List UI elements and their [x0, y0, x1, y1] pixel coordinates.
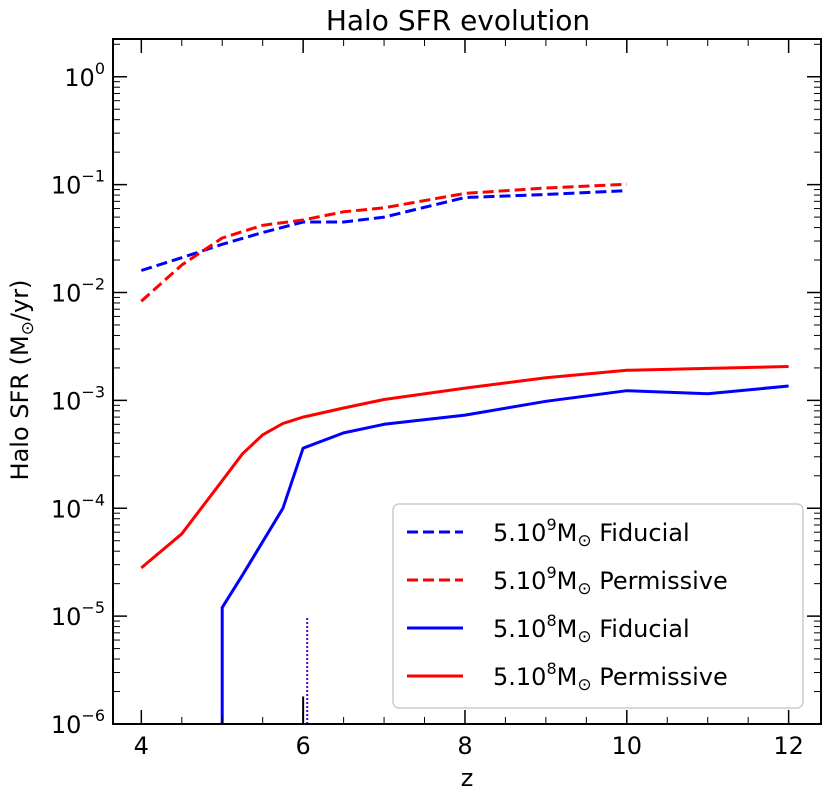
y-tick-base: 10	[51, 603, 82, 631]
legend-mass-unit: M	[557, 567, 578, 595]
y-tick-base: 10	[51, 495, 82, 523]
y-tick-base: 10	[51, 280, 82, 308]
y-axis-label-prefix: Halo SFR (M	[6, 335, 34, 480]
x-tick-label: 8	[457, 732, 472, 760]
legend-model-name: Fiducial	[592, 519, 690, 547]
y-tick-label: 10−3	[51, 382, 105, 415]
y-tick-label: 100	[64, 59, 105, 92]
y-tick-exponent: −4	[81, 490, 105, 509]
y-tick-label: 10−4	[51, 490, 105, 523]
series-line-0	[140, 189, 627, 272]
chart-series-group	[140, 182, 789, 724]
x-tick-label: 10	[612, 732, 643, 760]
legend-mass-exponent: 9	[546, 515, 556, 534]
y-tick-exponent: −5	[81, 598, 105, 617]
y-tick-exponent: −2	[81, 275, 105, 294]
y-tick-base: 10	[64, 64, 95, 92]
y-tick-label: 10−1	[51, 167, 105, 200]
legend-label-3: 5.108M⊙ Permissive	[493, 659, 728, 695]
y-tick-label: 10−2	[51, 275, 105, 308]
y-tick-exponent: 0	[95, 59, 105, 78]
legend-mass-base: 5.10	[493, 519, 546, 547]
legend-mass-exponent: 8	[546, 611, 556, 630]
legend-mass-base: 5.10	[493, 663, 546, 691]
y-axis-label-suffix: /yr)	[6, 280, 34, 322]
legend-mass-base: 5.10	[493, 567, 546, 595]
y-tick-label: 10−5	[51, 598, 105, 631]
x-axis-label: z	[461, 764, 474, 792]
legend-label-0: 5.109M⊙ Fiducial	[493, 515, 690, 551]
y-axis-label-sun: ⊙	[18, 321, 38, 335]
legend-mass-exponent: 9	[546, 563, 556, 582]
series-line-2	[220, 384, 789, 724]
legend-sun-symbol: ⊙	[577, 579, 591, 599]
legend-model-name: Fiducial	[592, 615, 690, 643]
plot-frame	[112, 38, 822, 725]
legend-model-name: Permissive	[592, 663, 728, 691]
legend-sun-symbol: ⊙	[577, 531, 591, 551]
y-axis-label: Halo SFR (M⊙/yr)	[6, 280, 38, 481]
legend-sun-symbol: ⊙	[577, 627, 591, 647]
legend-model-name: Permissive	[592, 567, 728, 595]
legend-mass-base: 5.10	[493, 615, 546, 643]
series-line-3	[140, 365, 789, 570]
legend-label-1: 5.109M⊙ Permissive	[493, 563, 728, 599]
x-tick-label: 12	[773, 732, 804, 760]
legend-mass-unit: M	[557, 615, 578, 643]
legend-label-2: 5.108M⊙ Fiducial	[493, 611, 690, 647]
y-tick-base: 10	[51, 711, 82, 739]
y-tick-exponent: −1	[81, 167, 105, 186]
y-tick-exponent: −6	[81, 706, 105, 725]
chart-title: Halo SFR evolution	[326, 4, 590, 37]
y-tick-exponent: −3	[81, 382, 105, 401]
legend-sun-symbol: ⊙	[577, 675, 591, 695]
series-line-1	[140, 182, 627, 303]
x-tick-label: 4	[134, 732, 149, 760]
legend-box	[392, 503, 804, 709]
legend-mass-exponent: 8	[546, 659, 556, 678]
x-tick-label: 6	[296, 732, 311, 760]
y-tick-label: 10−6	[51, 706, 105, 739]
legend-mass-unit: M	[557, 663, 578, 691]
y-tick-base: 10	[51, 387, 82, 415]
legend-mass-unit: M	[557, 519, 578, 547]
y-tick-base: 10	[51, 172, 82, 200]
